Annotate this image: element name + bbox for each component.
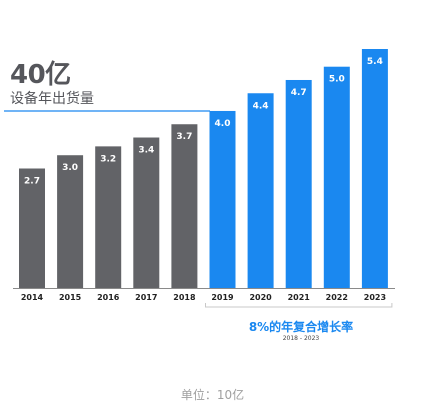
cagr-label: 8%的年复合增长率 xyxy=(248,320,354,334)
cagr-range: 2018 - 2023 xyxy=(282,335,320,342)
x-tick-2020: 2020 xyxy=(249,293,272,302)
data-label-2018: 3.7 xyxy=(176,132,192,142)
data-label-2016: 3.2 xyxy=(100,154,116,164)
x-tick-2016: 2016 xyxy=(97,293,120,302)
bar-2020 xyxy=(247,93,274,288)
data-label-2017: 3.4 xyxy=(138,146,154,156)
bar-2016 xyxy=(95,146,122,288)
headline-subtitle: 设备年出货量 xyxy=(10,91,94,107)
bar-2014 xyxy=(19,168,45,288)
data-label-2021: 4.7 xyxy=(291,88,307,98)
x-tick-2017: 2017 xyxy=(135,293,157,302)
bar-2019 xyxy=(209,110,236,289)
x-tick-2019: 2019 xyxy=(211,293,234,302)
forecast-bracket xyxy=(205,303,393,308)
data-label-2014: 2.7 xyxy=(24,177,40,187)
data-label-2023: 5.4 xyxy=(367,57,383,67)
bar-2018 xyxy=(171,124,198,288)
bar-2022 xyxy=(323,66,350,288)
x-tick-2022: 2022 xyxy=(326,293,348,302)
bar-2021 xyxy=(285,79,312,289)
x-tick-2021: 2021 xyxy=(288,293,311,302)
x-tick-2015: 2015 xyxy=(59,293,82,302)
data-label-2020: 4.4 xyxy=(253,101,269,111)
headline-value: 40亿 xyxy=(10,60,71,90)
unit-note: 单位：10亿 xyxy=(180,388,245,402)
x-tick-2023: 2023 xyxy=(364,293,386,302)
bar-2015 xyxy=(57,155,84,288)
data-label-2015: 3.0 xyxy=(62,163,78,173)
data-label-2022: 5.0 xyxy=(329,75,345,85)
x-tick-2014: 2014 xyxy=(21,293,44,302)
bar-2023 xyxy=(361,49,388,288)
data-label-2019: 4.0 xyxy=(215,119,231,129)
bar-2017 xyxy=(133,137,160,288)
x-tick-2018: 2018 xyxy=(173,293,196,302)
